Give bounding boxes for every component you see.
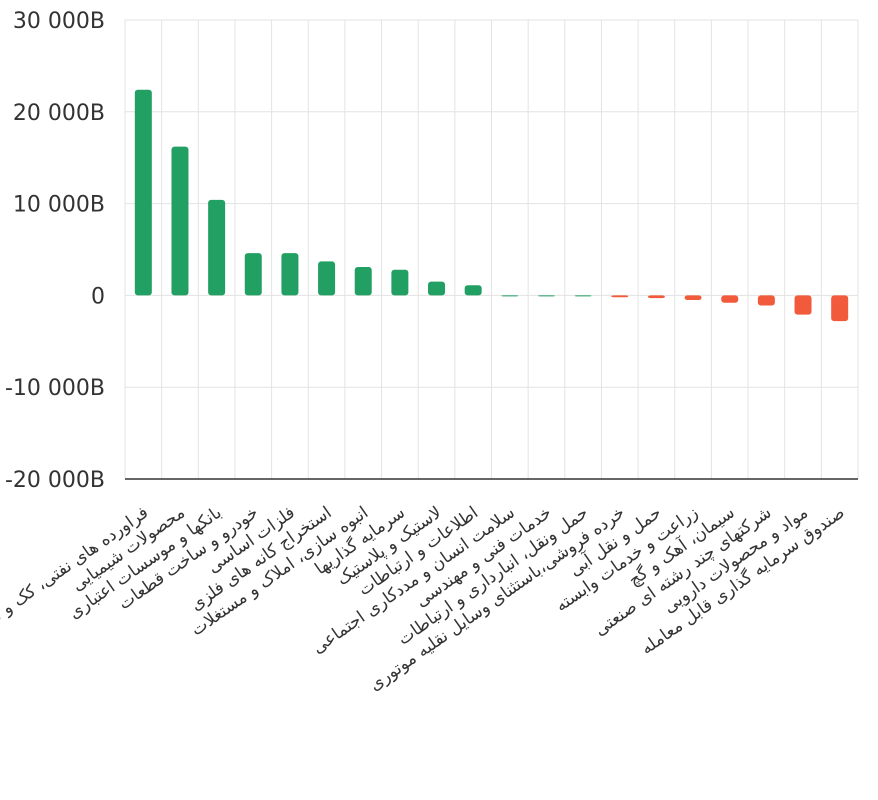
bar[interactable]	[611, 295, 629, 298]
grid-lines	[124, 19, 859, 480]
bar[interactable]	[794, 295, 812, 315]
bar[interactable]	[244, 253, 262, 296]
bar[interactable]	[171, 146, 189, 296]
bar[interactable]	[757, 295, 775, 306]
x-axis-ticks: فراورده های نفتی، کک و سوخت هسته ایمحصول…	[0, 501, 849, 695]
bar[interactable]	[134, 89, 152, 296]
y-tick-label: 30 000B	[13, 9, 105, 34]
bar[interactable]	[501, 295, 519, 297]
bar[interactable]	[464, 285, 482, 296]
bar[interactable]	[354, 266, 372, 296]
bar[interactable]	[684, 295, 702, 300]
bar[interactable]	[428, 281, 446, 296]
y-tick-label: -20 000B	[5, 468, 105, 493]
bar[interactable]	[537, 295, 555, 297]
bar[interactable]	[647, 295, 665, 299]
bar[interactable]	[281, 253, 299, 296]
bar[interactable]	[208, 199, 226, 296]
y-tick-label: 0	[91, 284, 105, 309]
bar[interactable]	[574, 295, 592, 297]
y-tick-label: -10 000B	[5, 376, 105, 401]
bar[interactable]	[391, 269, 409, 296]
y-axis-ticks: 30 000B 20 000B 10 000B 0 -10 000B -20 000B	[5, 9, 105, 493]
bar[interactable]	[721, 295, 739, 303]
bars	[134, 89, 849, 322]
bar[interactable]	[318, 261, 336, 296]
bar[interactable]	[831, 295, 849, 322]
y-tick-label: 20 000B	[13, 101, 105, 126]
y-tick-label: 10 000B	[13, 193, 105, 218]
